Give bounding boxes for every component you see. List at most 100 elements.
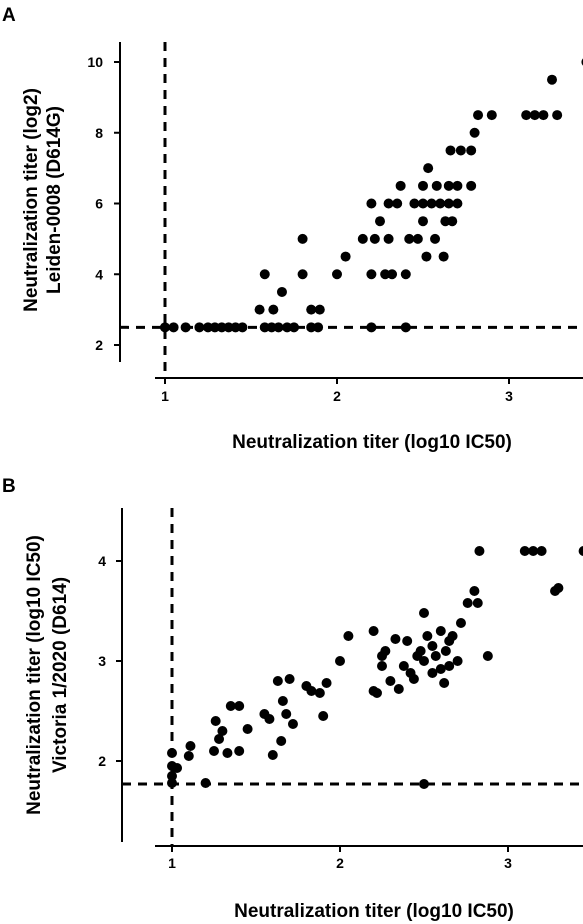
data-point xyxy=(390,634,401,644)
data-point xyxy=(332,269,342,280)
data-point xyxy=(418,198,428,209)
y-tick-label: 6 xyxy=(95,196,103,212)
data-point xyxy=(234,701,245,711)
data-point xyxy=(306,322,317,333)
data-point xyxy=(306,686,317,696)
panel-b-y-axis-label-line1: Neutralization titer (log10 IC50) xyxy=(24,535,45,815)
data-point xyxy=(203,322,213,333)
data-point xyxy=(380,269,391,280)
data-point xyxy=(430,651,441,661)
data-point xyxy=(277,696,288,706)
data-point xyxy=(409,198,420,209)
y-tick-label: 8 xyxy=(95,125,103,141)
panel-b-x-axis-label: Neutralization titer (log10 IC50) xyxy=(234,901,514,922)
panel-a-label: A xyxy=(2,5,16,26)
data-point xyxy=(552,110,563,121)
data-point xyxy=(183,751,194,761)
data-point xyxy=(375,216,385,227)
data-point xyxy=(321,678,332,688)
data-point xyxy=(418,216,428,227)
data-point xyxy=(273,322,284,333)
data-point xyxy=(438,251,449,262)
data-point xyxy=(268,304,279,315)
data-point xyxy=(383,198,394,209)
x-tick-label: 3 xyxy=(505,388,513,404)
data-point xyxy=(393,684,404,694)
data-point xyxy=(443,180,454,191)
data-point xyxy=(400,322,411,333)
data-point xyxy=(272,676,283,686)
data-point xyxy=(538,110,549,121)
data-point xyxy=(387,269,398,280)
data-point xyxy=(209,322,220,333)
data-point xyxy=(225,701,236,711)
data-point xyxy=(297,269,308,280)
panel-b: B 2 3 4 1 2 3 Neutralization titer (log10 IC… xyxy=(2,476,583,922)
data-point xyxy=(435,664,446,674)
data-point xyxy=(427,641,438,651)
data-point xyxy=(366,198,377,209)
data-point xyxy=(380,646,391,656)
data-point xyxy=(440,646,451,656)
data-point xyxy=(469,127,480,138)
data-point xyxy=(167,778,177,788)
data-point xyxy=(521,110,532,121)
data-point xyxy=(267,750,278,760)
data-point xyxy=(474,546,485,556)
data-point xyxy=(553,583,564,593)
panel-a-y-axis-label-line1: Neutralization titer (log2) xyxy=(21,88,42,312)
data-point xyxy=(455,618,466,628)
data-point xyxy=(482,651,493,661)
data-point xyxy=(314,304,325,315)
data-point xyxy=(426,198,437,209)
data-point xyxy=(335,656,345,666)
data-point xyxy=(419,608,429,618)
data-point xyxy=(452,180,463,191)
data-point xyxy=(368,626,379,636)
data-point xyxy=(371,688,382,698)
data-point xyxy=(343,631,354,641)
data-point xyxy=(318,711,329,721)
data-point xyxy=(287,719,298,729)
data-point xyxy=(234,746,245,756)
panel-a-y-axis-label-line2: Leiden-0008 (D614G) xyxy=(44,106,65,294)
data-point xyxy=(430,233,441,244)
data-point xyxy=(547,74,557,85)
data-point xyxy=(385,676,396,686)
data-point xyxy=(421,251,432,262)
data-point xyxy=(418,180,428,191)
data-point xyxy=(439,678,450,688)
data-point xyxy=(452,656,463,666)
data-point xyxy=(447,216,458,227)
data-point xyxy=(402,636,413,646)
data-point xyxy=(452,198,463,209)
data-point xyxy=(400,269,411,280)
data-point xyxy=(200,778,211,788)
data-point xyxy=(472,598,483,608)
data-point xyxy=(254,304,265,315)
y-tick-label: 10 xyxy=(87,54,103,70)
y-tick-label: 2 xyxy=(98,753,106,769)
data-point xyxy=(412,233,423,244)
data-point xyxy=(383,233,394,244)
data-point xyxy=(392,198,403,209)
data-point xyxy=(237,322,248,333)
data-point xyxy=(185,741,196,751)
data-point xyxy=(266,322,277,333)
data-point xyxy=(423,163,434,174)
y-tick-label: 2 xyxy=(95,337,103,353)
data-point xyxy=(419,656,429,666)
data-point xyxy=(447,631,458,641)
data-point xyxy=(473,110,484,121)
data-point xyxy=(264,714,275,724)
data-point xyxy=(242,724,253,734)
data-point xyxy=(435,198,446,209)
panel-b-label: B xyxy=(2,476,16,497)
data-point xyxy=(209,746,219,756)
y-tick-label: 4 xyxy=(95,266,103,282)
panel-b-y-axis-label-line2: Victoria 1/2020 (D614) xyxy=(50,577,71,773)
data-point xyxy=(216,322,227,333)
x-tick-label: 2 xyxy=(336,855,344,871)
x-tick-label: 1 xyxy=(161,388,169,404)
